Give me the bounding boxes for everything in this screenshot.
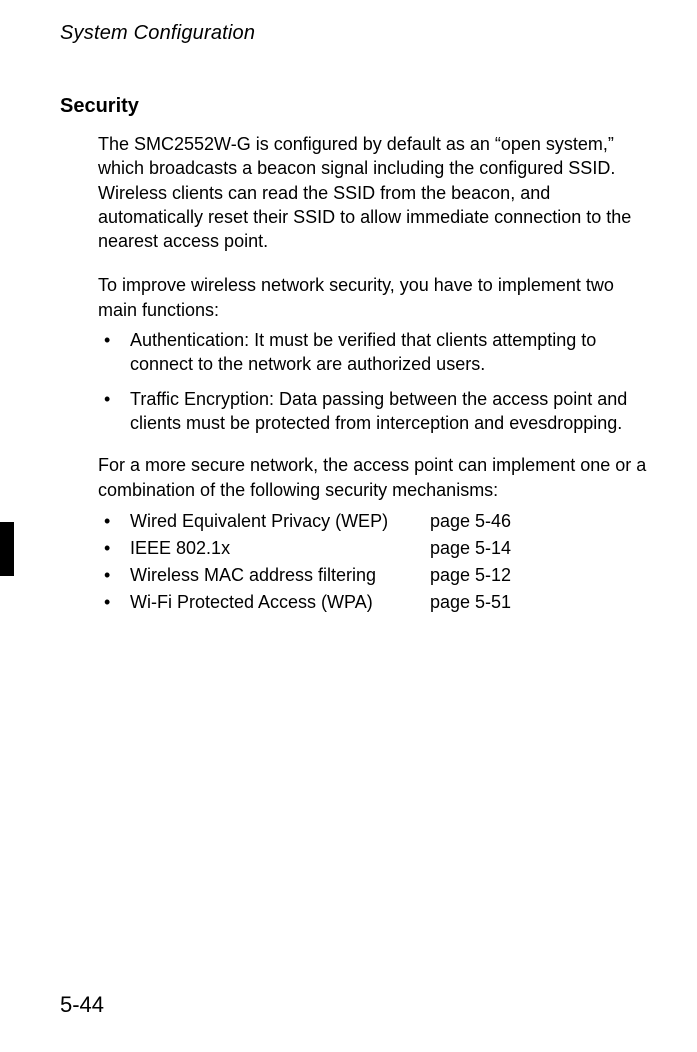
list-item: Authentication: It must be verified that… xyxy=(98,328,657,377)
mechanisms-intro: For a more secure network, the access po… xyxy=(98,453,657,502)
list-item: Traffic Encryption: Data passing between… xyxy=(98,387,657,436)
mechanisms-list: Wired Equivalent Privacy (WEP) page 5-46… xyxy=(98,508,657,616)
mechanism-page-ref: page 5-12 xyxy=(430,562,511,589)
intro-paragraph: The SMC2552W-G is configured by default … xyxy=(98,132,657,253)
section-heading-security: Security xyxy=(60,95,657,118)
list-item: Wired Equivalent Privacy (WEP) page 5-46 xyxy=(98,508,657,535)
functions-intro: To improve wireless network security, yo… xyxy=(98,273,657,322)
page: System Configuration Security The SMC255… xyxy=(0,0,697,1052)
running-head: System Configuration xyxy=(60,22,657,45)
mechanism-page-ref: page 5-46 xyxy=(430,508,511,535)
mechanism-page-ref: page 5-14 xyxy=(430,535,511,562)
page-number: 5-44 xyxy=(60,992,104,1018)
body-block: The SMC2552W-G is configured by default … xyxy=(98,132,657,616)
mechanism-page-ref: page 5-51 xyxy=(430,589,511,616)
mechanism-label: Wired Equivalent Privacy (WEP) xyxy=(130,508,430,535)
list-item: IEEE 802.1x page 5-14 xyxy=(98,535,657,562)
side-tab-marker xyxy=(0,522,14,576)
mechanism-label: IEEE 802.1x xyxy=(130,535,430,562)
list-item: Wireless MAC address filtering page 5-12 xyxy=(98,562,657,589)
mechanism-label: Wireless MAC address filtering xyxy=(130,562,430,589)
mechanism-label: Wi-Fi Protected Access (WPA) xyxy=(130,589,430,616)
functions-list: Authentication: It must be verified that… xyxy=(98,328,657,435)
list-item: Wi-Fi Protected Access (WPA) page 5-51 xyxy=(98,589,657,616)
